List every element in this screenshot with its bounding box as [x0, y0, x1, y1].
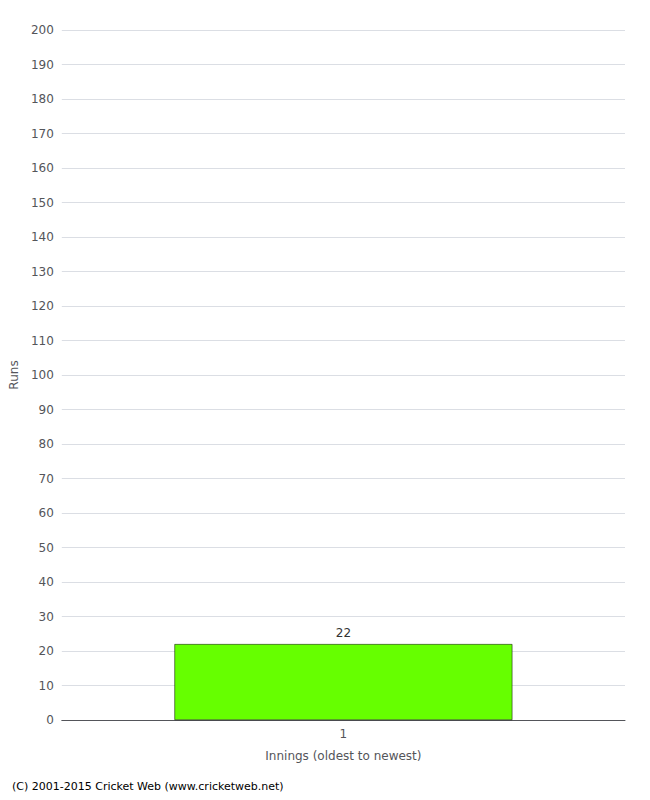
svg-text:200: 200 — [31, 23, 54, 37]
svg-text:20: 20 — [39, 644, 54, 658]
svg-text:130: 130 — [31, 265, 54, 279]
svg-text:190: 190 — [31, 58, 54, 72]
svg-text:10: 10 — [39, 679, 54, 693]
svg-text:90: 90 — [39, 403, 54, 417]
svg-text:150: 150 — [31, 196, 54, 210]
svg-text:70: 70 — [39, 472, 54, 486]
svg-text:30: 30 — [39, 610, 54, 624]
svg-text:Runs: Runs — [7, 360, 21, 389]
svg-text:100: 100 — [31, 368, 54, 382]
svg-text:60: 60 — [39, 506, 54, 520]
svg-text:50: 50 — [39, 541, 54, 555]
svg-text:140: 140 — [31, 230, 54, 244]
svg-text:40: 40 — [39, 575, 54, 589]
svg-text:170: 170 — [31, 127, 54, 141]
svg-text:Innings (oldest to newest): Innings (oldest to newest) — [265, 749, 421, 763]
svg-text:180: 180 — [31, 92, 54, 106]
svg-text:80: 80 — [39, 437, 54, 451]
svg-text:110: 110 — [31, 334, 54, 348]
svg-text:22: 22 — [336, 626, 351, 640]
svg-text:1: 1 — [340, 727, 348, 741]
svg-text:160: 160 — [31, 161, 54, 175]
svg-text:(C) 2001-2015 Cricket Web (www: (C) 2001-2015 Cricket Web (www.cricketwe… — [12, 780, 284, 793]
svg-text:120: 120 — [31, 299, 54, 313]
svg-text:0: 0 — [46, 713, 54, 727]
